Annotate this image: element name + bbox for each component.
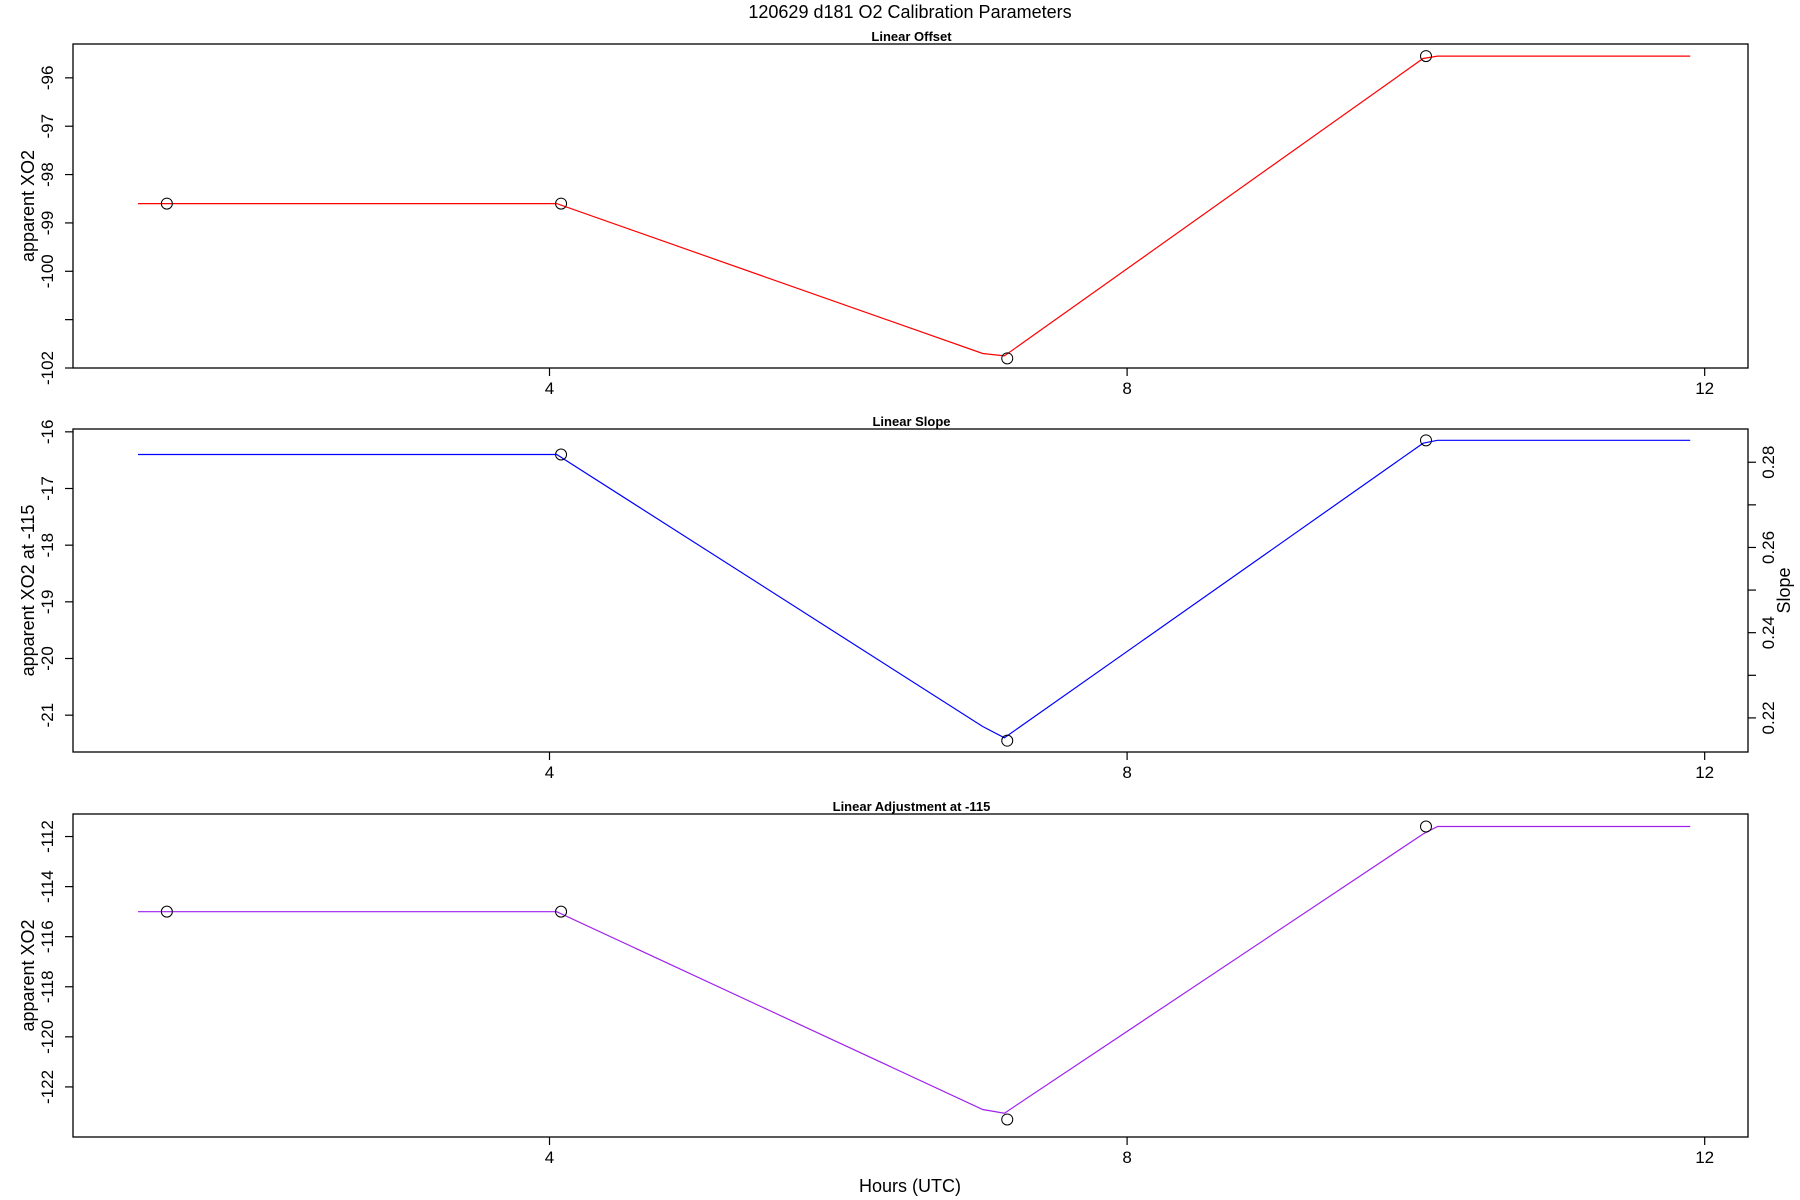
panel-1-series-line <box>138 55 1691 357</box>
panel-2-y-tick-label: -20 <box>38 646 57 671</box>
panel-3-y-tick-label: -122 <box>38 1070 57 1104</box>
panel-3-series-line <box>138 825 1691 1114</box>
panel-3-data-point <box>160 905 173 918</box>
panel-2-data-point <box>1419 434 1432 447</box>
panel-3-y-tick-label: -116 <box>38 920 57 953</box>
panel-2-y2-tick-label: 0.28 <box>1759 446 1778 479</box>
panel-1-x-tick-label: 12 <box>1695 379 1714 398</box>
panel-3-y-tick-label: -118 <box>38 970 57 1003</box>
panel-2-series-line <box>138 439 1691 739</box>
panel-1-y-axis-label: apparent XO2 <box>18 150 38 262</box>
panel-3-x-tick-label: 4 <box>545 1148 554 1167</box>
panel-3-frame <box>72 813 1749 1138</box>
panel-1: Linear Offset 4 8 12 -102 -100 -99 -98 -97 -96 app… <box>18 29 1749 398</box>
panel-1-data-point <box>1001 352 1014 365</box>
panel-3-title: Linear Adjustment at -115 <box>833 799 991 814</box>
panel-2-x-tick-label: 4 <box>545 763 554 782</box>
panel-1-data-point <box>160 197 173 210</box>
panel-1-y-tick-label: -96 <box>38 66 57 91</box>
panel-3-data-point <box>1419 820 1432 833</box>
panel-2-y-tick-label: -16 <box>38 420 57 445</box>
panel-2-y-tick-label: -21 <box>38 703 57 728</box>
panel-1-y-tick-label: -102 <box>38 351 57 385</box>
panel-3-y-tick-label: -120 <box>38 1020 57 1054</box>
panel-2-frame <box>72 428 1749 753</box>
panel-1-x-tick-label: 8 <box>1122 379 1131 398</box>
panel-3: Linear Adjustment at -115 4 8 12 -122 -120 -11… <box>18 799 1749 1167</box>
panel-1-y-tick-label: -97 <box>38 114 57 139</box>
panel-2-y-axis-label: apparent XO2 at -115 <box>18 505 38 677</box>
panel-1-y-tick-label: -98 <box>38 162 57 187</box>
panel-3-data-point <box>555 905 568 918</box>
panel-3-y-tick-label: -112 <box>38 820 57 853</box>
panel-1-y-tick-label: -99 <box>38 211 57 236</box>
panel-3-data-point <box>1001 1113 1014 1126</box>
panel-3-y-axis-label: apparent XO2 <box>18 919 38 1031</box>
panel-3-y-tick-label: -114 <box>38 870 57 903</box>
panel-3-x-tick-label: 12 <box>1695 1148 1714 1167</box>
panel-2-title: Linear Slope <box>872 414 950 429</box>
panel-2-x-tick-label: 12 <box>1695 763 1714 782</box>
panel-2-data-point <box>555 448 568 461</box>
panel-1-title: Linear Offset <box>871 29 952 44</box>
panel-1-data-point <box>555 197 568 210</box>
panel-1-data-point <box>1419 50 1432 63</box>
panel-1-x-tick-label: 4 <box>545 379 554 398</box>
panel-1-frame <box>72 43 1749 369</box>
x-axis-label: Hours (UTC) <box>859 1176 961 1196</box>
panel-2-y-tick-label: -19 <box>38 590 57 615</box>
panel-2-y2-tick-label: 0.22 <box>1759 701 1778 734</box>
panel-2-y-tick-label: -18 <box>38 533 57 558</box>
panel-2-y2-tick-label: 0.24 <box>1759 616 1778 649</box>
panel-1-y-tick-label: -100 <box>38 254 57 288</box>
panel-2-data-point <box>1001 734 1014 747</box>
panel-3-x-tick-label: 8 <box>1122 1148 1131 1167</box>
panel-2-y-tick-label: -17 <box>38 476 57 501</box>
panel-2-y2-axis-label: Slope <box>1774 567 1794 613</box>
figure-title: 120629 d181 O2 Calibration Parameters <box>748 2 1071 22</box>
panel-2-y2-tick-label: 0.26 <box>1759 531 1778 564</box>
panel-2-x-tick-label: 8 <box>1122 763 1131 782</box>
panels-container: Linear Offset 4 8 12 -102 -100 -99 -98 -97 -96 app… <box>18 29 1794 1167</box>
panel-2: Linear Slope 4 8 12 -21 -20 -19 -18 -17 -16 appare… <box>18 414 1794 782</box>
